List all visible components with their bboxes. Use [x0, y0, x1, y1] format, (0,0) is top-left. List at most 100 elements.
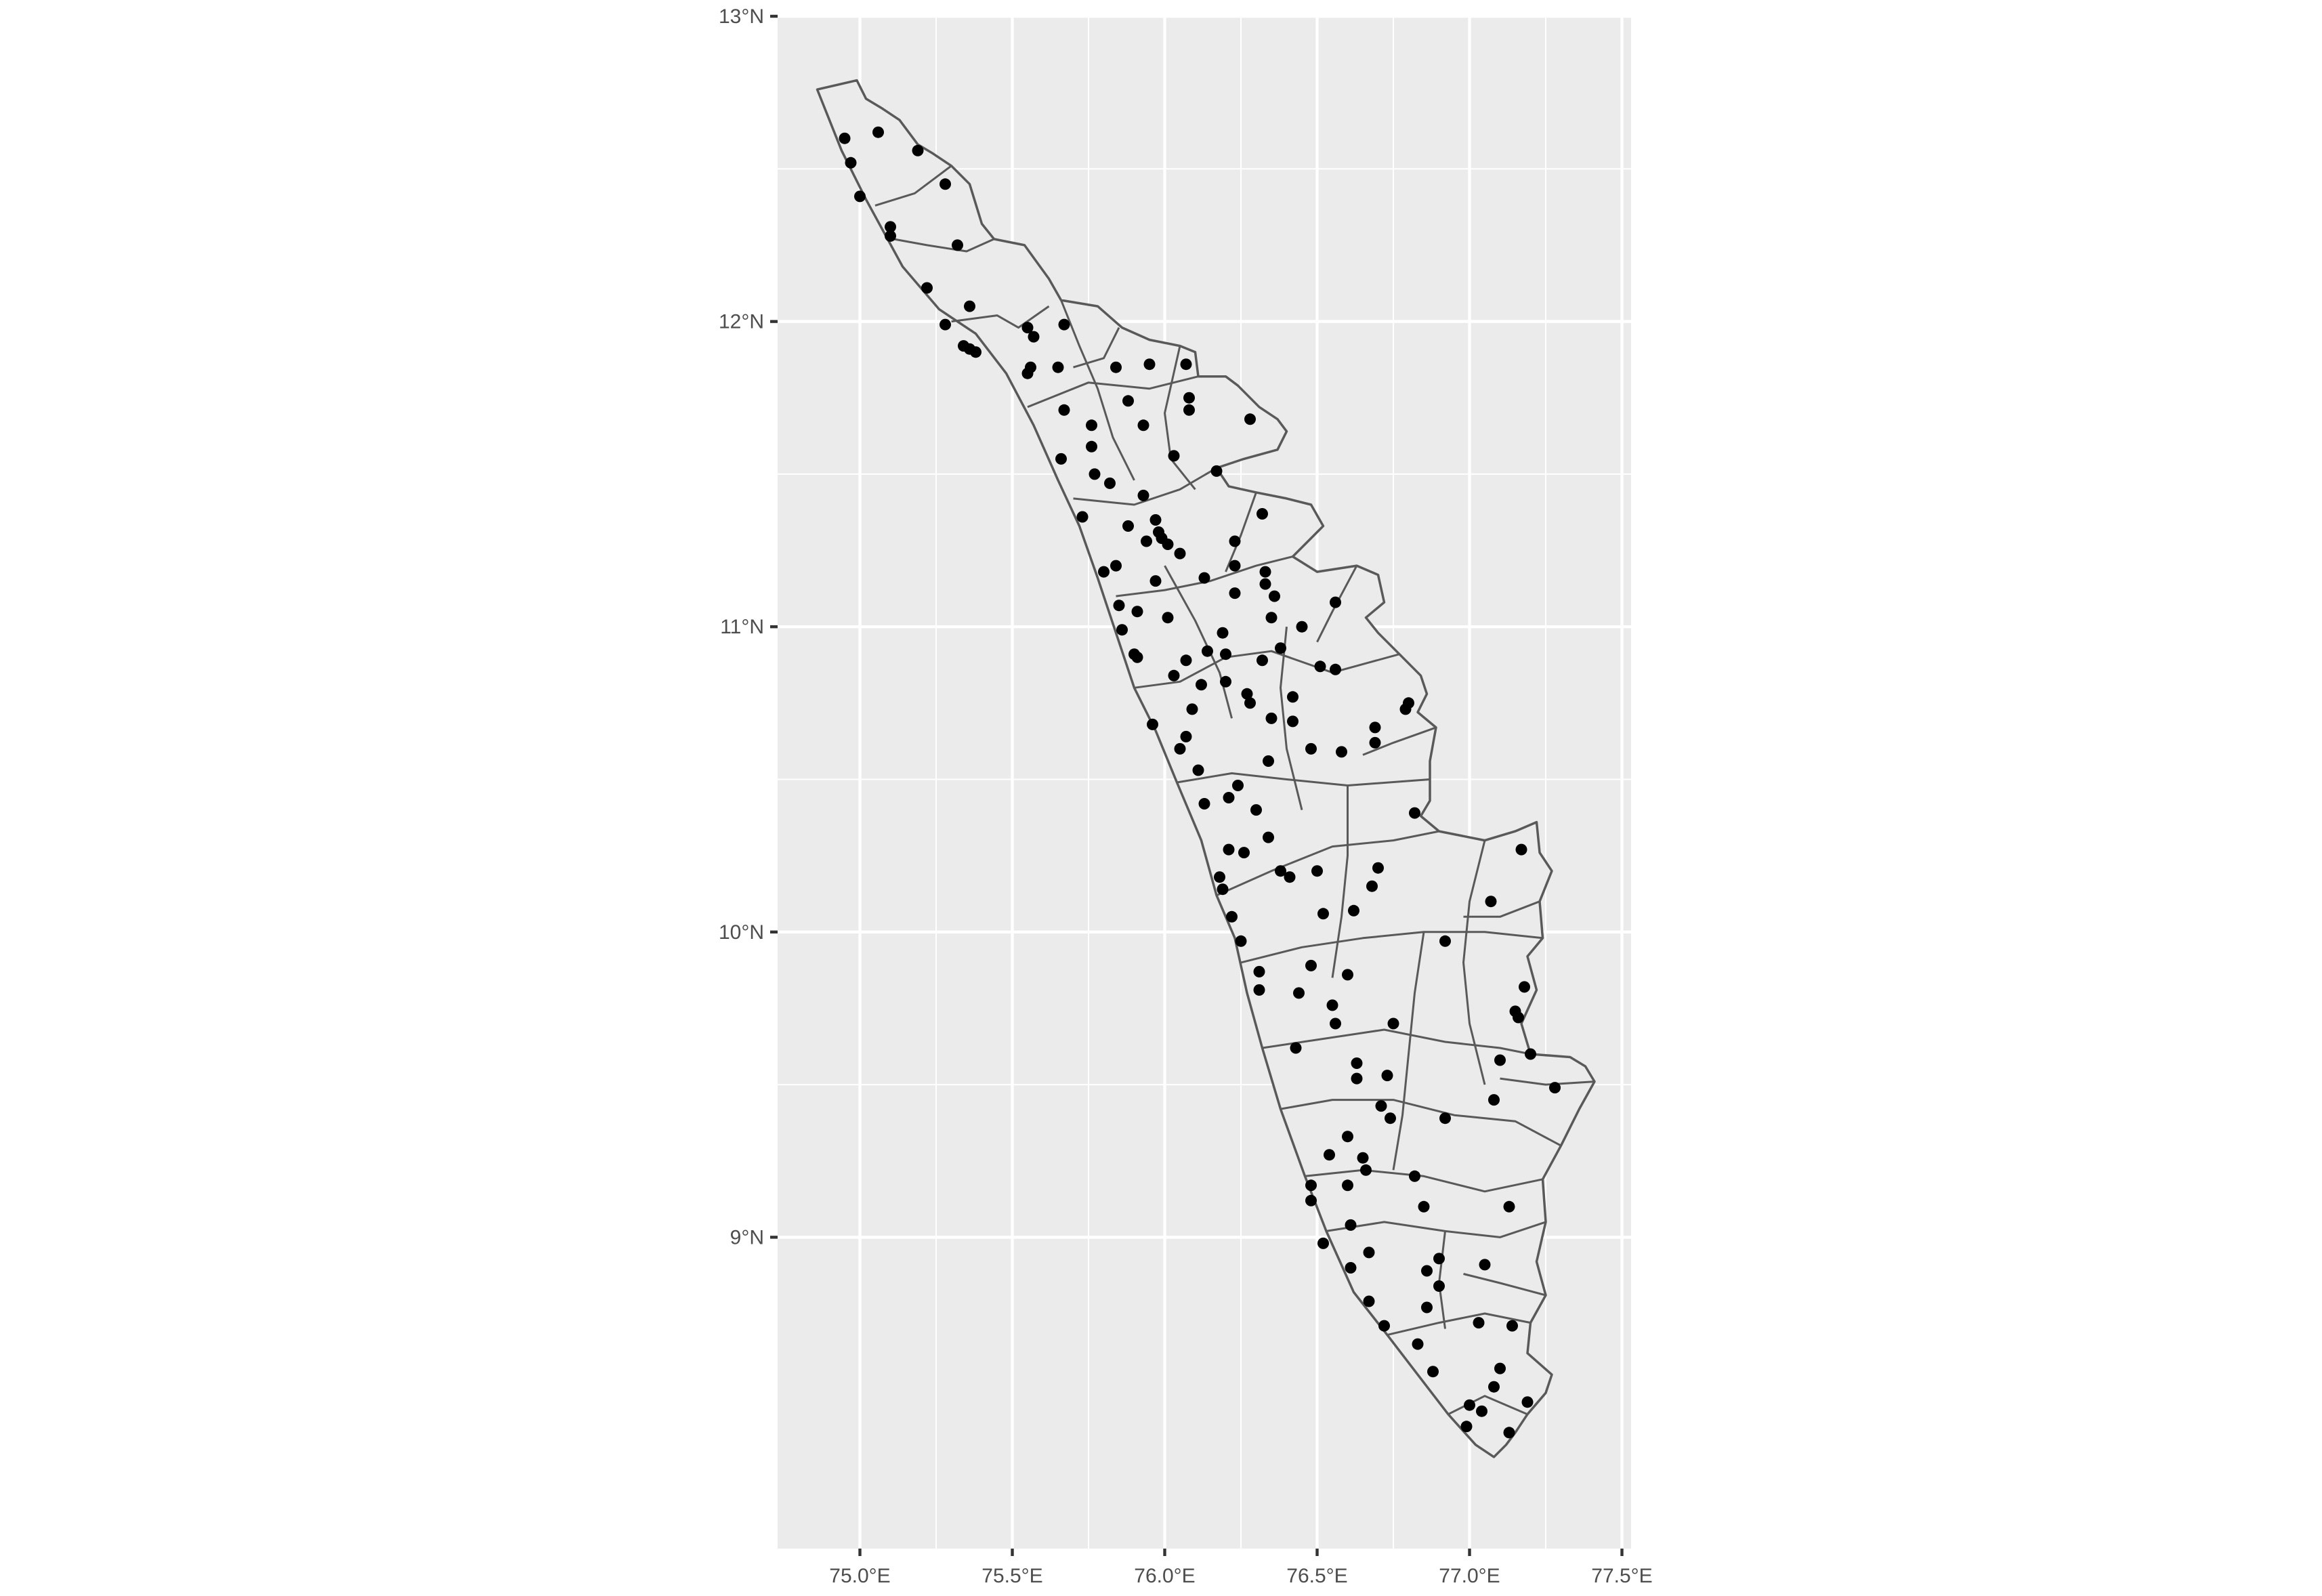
point-marker: [1427, 1366, 1439, 1378]
point-marker: [1229, 560, 1241, 572]
point-marker: [1183, 404, 1195, 416]
district-boundary: [1262, 1028, 1531, 1055]
point-marker: [1122, 395, 1134, 407]
district-boundary: [1240, 931, 1543, 964]
point-marker: [1122, 520, 1134, 532]
point-marker: [1241, 688, 1253, 700]
point-marker: [1403, 697, 1414, 709]
point-marker: [1515, 843, 1527, 856]
district-boundary: [874, 165, 952, 207]
point-marker: [1385, 1112, 1396, 1125]
y-tick-label: 12°N: [719, 311, 764, 333]
district-boundary: [1392, 931, 1425, 1171]
point-marker: [1351, 1072, 1363, 1085]
point-marker: [1220, 648, 1231, 660]
point-marker: [1076, 511, 1089, 523]
point-marker: [872, 126, 884, 138]
point-marker: [1290, 1042, 1302, 1054]
x-tick-label: 76.0°E: [1134, 1565, 1195, 1587]
point-marker: [1305, 742, 1317, 755]
point-marker: [1168, 669, 1180, 681]
point-marker: [1287, 715, 1299, 728]
point-markers: [839, 126, 1561, 1439]
point-marker: [1421, 1265, 1433, 1277]
point-marker: [1226, 910, 1238, 923]
point-marker: [1265, 712, 1278, 724]
point-marker: [1052, 361, 1064, 373]
point-marker: [1506, 1320, 1518, 1332]
point-marker: [1223, 792, 1235, 803]
point-marker: [1473, 1317, 1485, 1329]
district-boundary: [1305, 1169, 1543, 1193]
point-marker: [1348, 904, 1359, 917]
point-marker: [1186, 703, 1198, 715]
point-marker: [1326, 999, 1338, 1011]
point-marker: [1214, 871, 1225, 883]
point-marker: [1275, 865, 1286, 877]
point-marker: [1342, 969, 1353, 981]
point-marker: [1363, 1295, 1375, 1307]
point-marker: [1421, 1301, 1433, 1314]
point-marker: [1223, 843, 1235, 856]
point-marker: [1149, 575, 1162, 587]
point-marker: [1058, 404, 1070, 416]
point-marker: [1363, 1246, 1375, 1259]
x-tick-label: 76.5°E: [1286, 1565, 1347, 1587]
point-marker: [1021, 322, 1034, 334]
point-marker: [1412, 1338, 1424, 1350]
point-marker: [1202, 645, 1213, 657]
point-marker: [1342, 1179, 1353, 1192]
state-outline: [816, 79, 1596, 1458]
point-marker: [1104, 477, 1116, 489]
point-marker: [1488, 1094, 1500, 1106]
point-marker: [1360, 1164, 1372, 1176]
point-marker: [1284, 871, 1296, 883]
district-boundary: [1387, 1312, 1531, 1337]
x-axis: 75.0°E 75.5°E 76.0°E 76.5°E 77.0°E 77.5°E: [829, 1549, 1653, 1587]
district-boundary: [1362, 726, 1437, 756]
district-boundary: [1164, 345, 1196, 490]
point-marker: [1366, 880, 1378, 892]
point-marker: [1086, 440, 1097, 453]
point-marker: [845, 156, 857, 169]
point-marker: [940, 318, 951, 331]
point-marker: [1525, 1048, 1536, 1060]
point-marker: [885, 221, 896, 233]
point-marker: [1305, 959, 1317, 971]
point-marker: [1330, 1017, 1341, 1030]
point-marker: [1229, 535, 1241, 547]
point-marker: [1330, 663, 1341, 675]
point-marker: [1439, 1112, 1451, 1125]
point-marker: [1263, 831, 1274, 843]
point-marker: [1342, 1131, 1353, 1143]
point-marker: [1263, 755, 1274, 767]
point-marker: [1387, 1017, 1399, 1030]
point-marker: [1058, 318, 1070, 331]
point-marker: [1174, 742, 1186, 755]
point-marker: [1433, 1280, 1445, 1292]
district-boundary: [1027, 375, 1199, 408]
point-marker: [1269, 590, 1280, 602]
point-marker: [1028, 331, 1040, 343]
point-marker: [1409, 1170, 1420, 1182]
point-marker: [912, 144, 924, 156]
district-boundary: [1216, 830, 1439, 897]
district-boundary: [1225, 492, 1257, 572]
point-marker: [1257, 654, 1268, 667]
point-marker: [1409, 807, 1420, 819]
district-boundary: [1280, 1099, 1562, 1147]
point-marker: [1116, 624, 1128, 636]
point-marker: [921, 282, 933, 294]
state-polygons: [816, 79, 1596, 1458]
point-marker: [1336, 746, 1347, 758]
point-marker: [1253, 965, 1265, 978]
district-boundary: [1073, 327, 1120, 369]
point-marker: [1305, 1179, 1317, 1192]
point-marker: [1476, 1405, 1487, 1417]
district-boundary: [893, 238, 995, 253]
point-marker: [1372, 862, 1384, 874]
point-marker: [1143, 358, 1156, 371]
point-marker: [1198, 572, 1210, 584]
district-boundary: [1073, 467, 1217, 506]
